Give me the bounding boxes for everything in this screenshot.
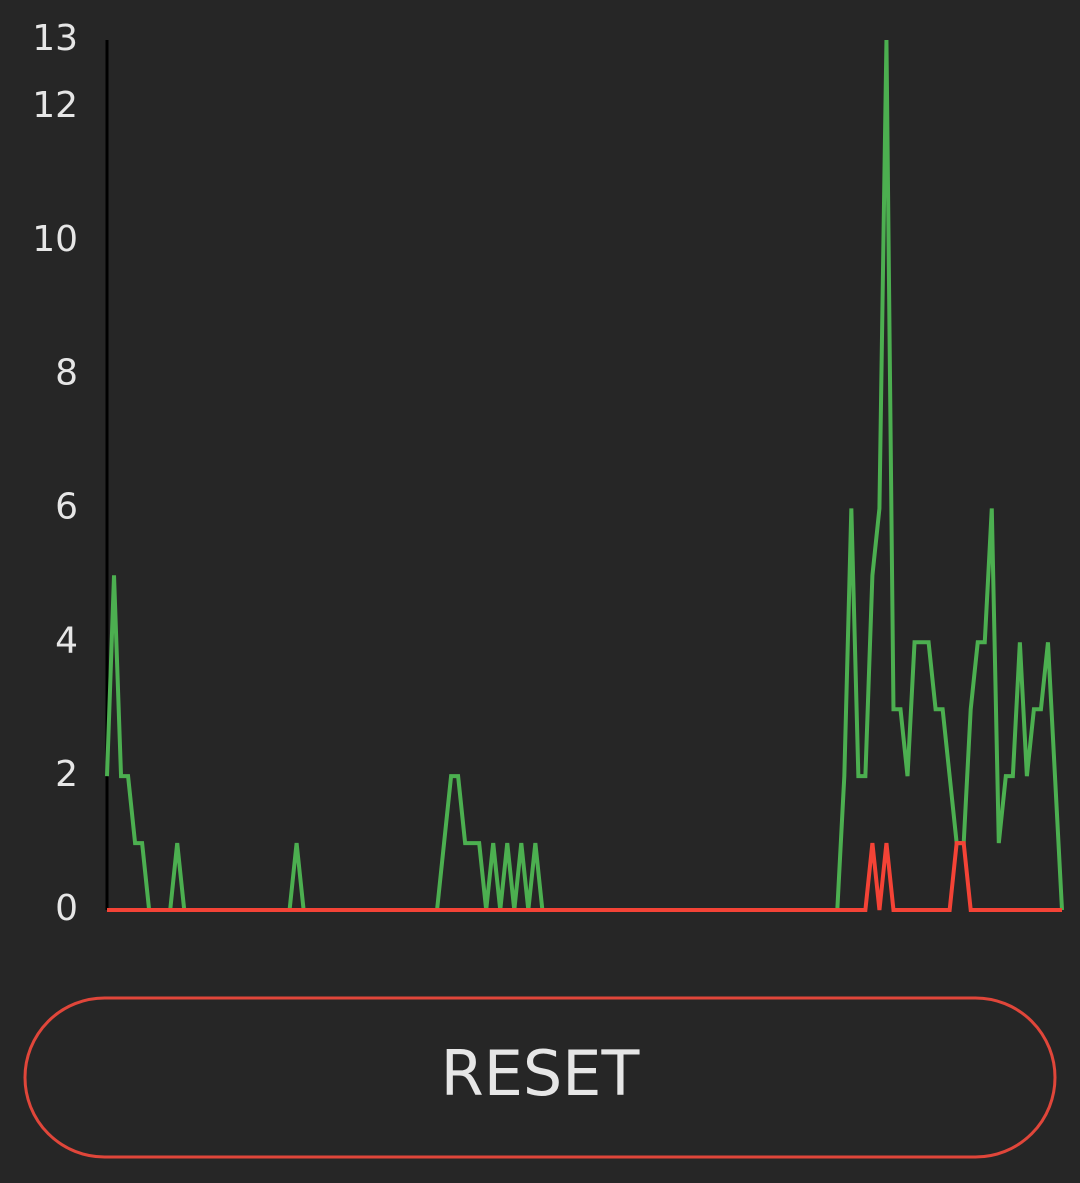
y-tick-label: 0 [55, 888, 78, 929]
y-tick-label: 6 [55, 486, 78, 527]
y-tick-label: 2 [55, 754, 78, 795]
series-line [107, 841, 1062, 912]
reset-button[interactable]: RESET [23, 996, 1057, 1159]
button-label[interactable]: RESET [441, 1037, 641, 1110]
y-tick-label: 4 [55, 620, 78, 661]
y-tick-label: 10 [32, 219, 78, 260]
chart: 0 2 4 6 8 10 12 13 [32, 18, 1064, 929]
y-tick-label: 12 [32, 85, 78, 126]
y-tick-label: 8 [55, 353, 78, 394]
button-outline[interactable] [23, 996, 1057, 1159]
y-tick-label: 13 [32, 18, 78, 59]
